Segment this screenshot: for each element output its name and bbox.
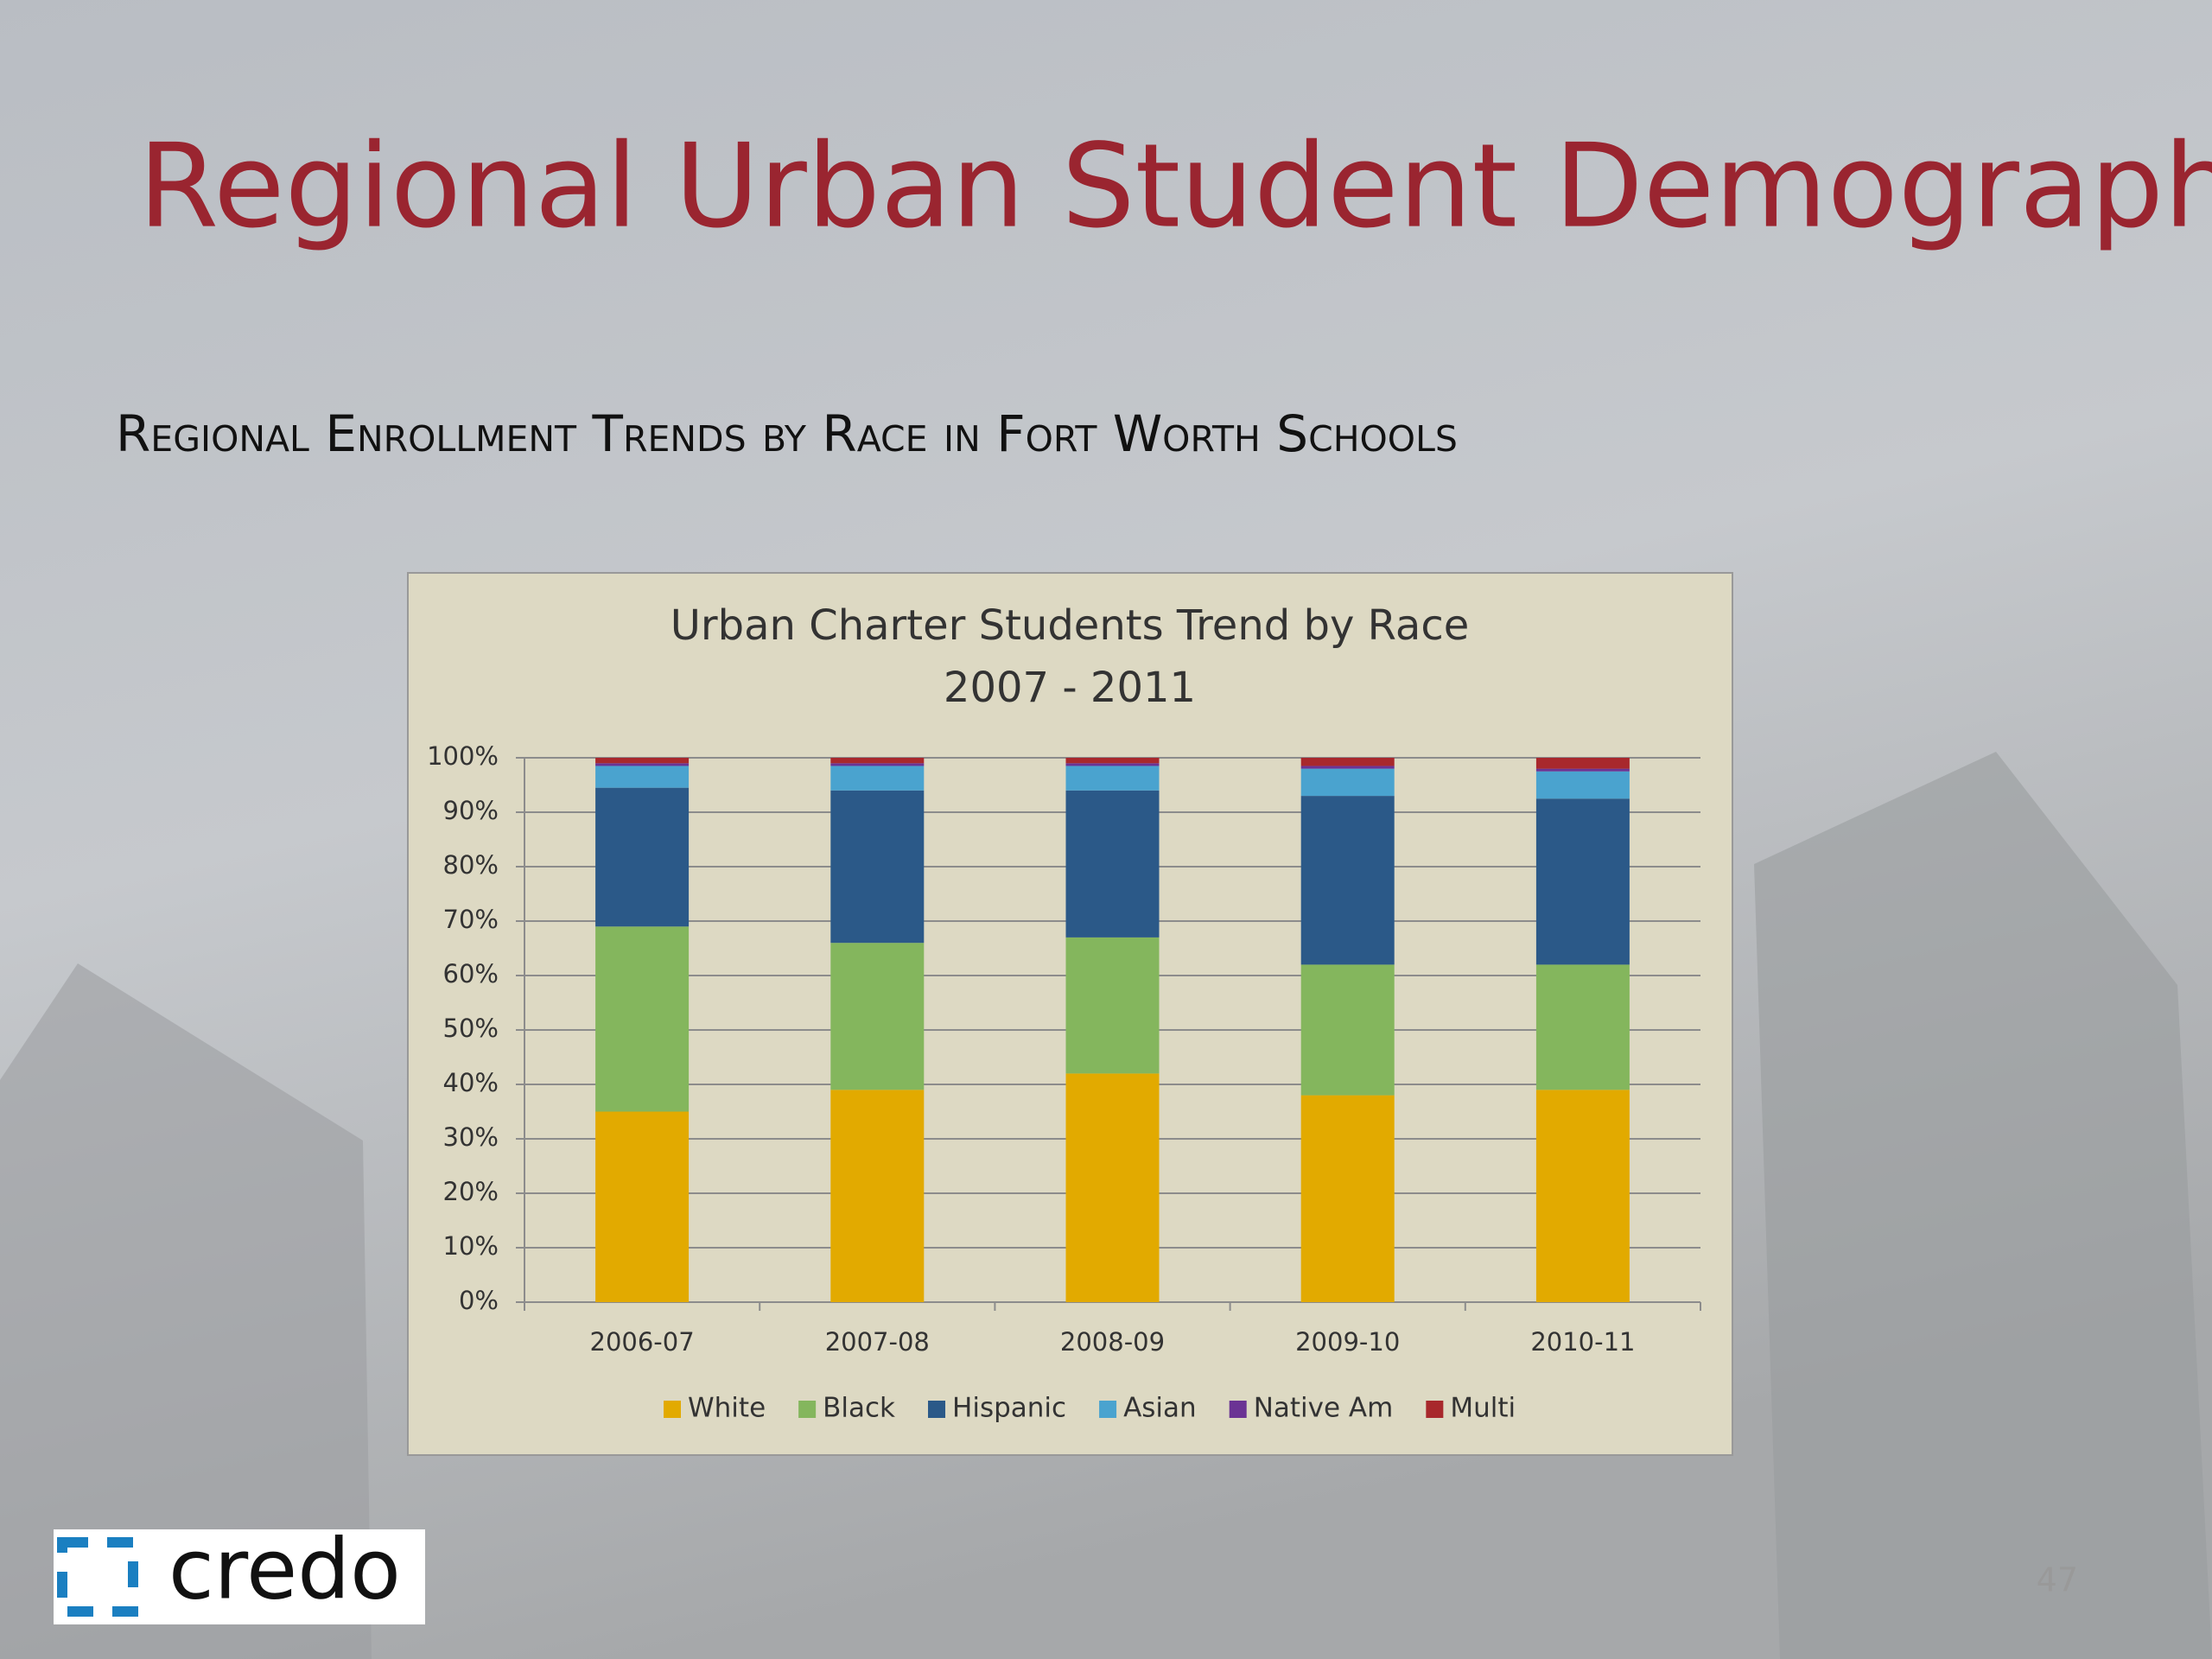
bar-segment <box>1300 964 1395 1096</box>
building <box>0 963 372 1659</box>
x-tick-label: 2006-07 <box>590 1327 695 1357</box>
y-tick-label: 40% <box>443 1068 499 1097</box>
chart: Urban Charter Students Trend by Race 2007… <box>427 601 1701 1424</box>
y-tick-label: 60% <box>443 959 499 988</box>
bar-segment <box>1065 937 1160 1074</box>
bar-segment <box>830 943 925 1090</box>
y-tick-label: 30% <box>443 1122 499 1152</box>
y-tick-label: 70% <box>443 905 499 934</box>
bar-segment <box>830 758 925 764</box>
legend-swatch <box>1229 1401 1247 1418</box>
legend-swatch <box>928 1401 946 1418</box>
bar-segment <box>1065 758 1160 764</box>
legend-label: White <box>688 1393 766 1424</box>
bar-segment <box>595 758 690 764</box>
x-tick-label: 2010-11 <box>1530 1327 1635 1357</box>
bar-segment <box>1065 790 1160 938</box>
y-tick-label: 100% <box>427 741 499 771</box>
page-number: 47 <box>2037 1561 2078 1599</box>
bar-segment <box>1065 1073 1160 1302</box>
legend-swatch <box>1426 1401 1444 1418</box>
x-tick-label: 2009-10 <box>1295 1327 1400 1357</box>
legend-swatch <box>664 1401 681 1418</box>
logo-icon <box>57 1537 138 1617</box>
y-tick-label: 50% <box>443 1014 499 1043</box>
bar-segment <box>1535 964 1630 1090</box>
legend-label: Native Am <box>1254 1393 1394 1424</box>
building <box>1754 752 2212 1659</box>
legend-label: Asian <box>1123 1393 1197 1424</box>
legend-label: Multi <box>1450 1393 1516 1424</box>
y-tick-label: 0% <box>459 1286 499 1315</box>
y-tick-label: 10% <box>443 1231 499 1261</box>
bar-segment <box>1300 1095 1395 1302</box>
bar-segment <box>1300 766 1395 769</box>
x-tick-label: 2007-08 <box>825 1327 930 1357</box>
bar-segment <box>830 766 925 791</box>
bar-segment <box>830 763 925 766</box>
logo-text: credo <box>168 1521 401 1618</box>
bar-segment <box>1300 796 1395 965</box>
bar-segment <box>830 790 925 944</box>
chart-title: Urban Charter Students Trend by Race <box>671 601 1469 650</box>
y-tick-label: 80% <box>443 850 499 880</box>
bar-segment <box>1065 763 1160 766</box>
bar-segment <box>1300 768 1395 797</box>
chart-title: 2007 - 2011 <box>944 664 1196 712</box>
y-tick-label: 90% <box>443 796 499 825</box>
bar-segment <box>1300 758 1395 766</box>
bar-segment <box>1535 758 1630 769</box>
bar-segment <box>595 787 690 927</box>
bar-segment <box>1535 771 1630 799</box>
legend-label: Black <box>823 1393 895 1424</box>
bar-segment <box>1535 1090 1630 1302</box>
legend-label: Hispanic <box>952 1393 1066 1424</box>
slide-title: Regional Urban Student Demographics <box>138 119 2212 254</box>
bar-segment <box>595 766 690 788</box>
bar-segment <box>1535 798 1630 965</box>
bar-segment <box>1535 768 1630 772</box>
y-tick-label: 20% <box>443 1177 499 1206</box>
legend-swatch <box>1099 1401 1117 1418</box>
bar-segment <box>1065 766 1160 791</box>
bar-segment <box>595 1111 690 1302</box>
x-tick-label: 2008-09 <box>1060 1327 1165 1357</box>
legend-swatch <box>798 1401 817 1418</box>
bar-segment <box>595 763 690 766</box>
bar-segment <box>830 1090 925 1302</box>
bar-segment <box>595 926 690 1112</box>
slide-subtitle: Regional Enrollment Trends by Race in Fo… <box>116 404 1458 463</box>
